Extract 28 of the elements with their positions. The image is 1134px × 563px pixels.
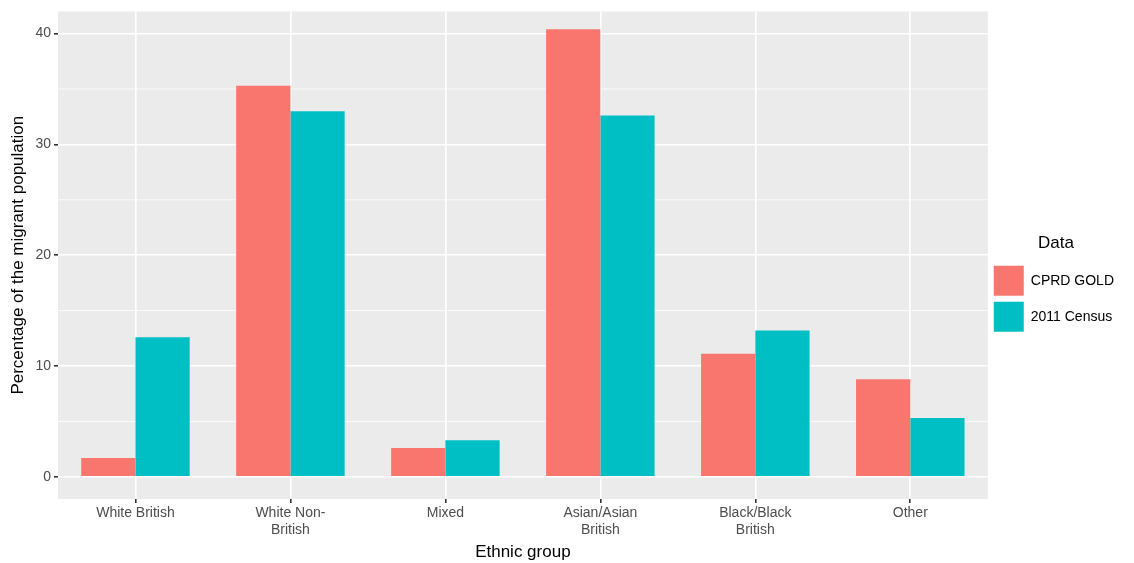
y-tick-label: 30 [35, 135, 52, 152]
x-axis-title: Ethnic group [475, 542, 571, 562]
y-tick-label: 10 [35, 356, 52, 373]
legend-label: 2011 Census [1030, 307, 1113, 324]
bar [856, 379, 911, 477]
bar [755, 330, 810, 477]
bar [701, 353, 756, 477]
bar [910, 418, 965, 477]
y-tick-label: 20 [35, 246, 52, 263]
y-tick-label: 40 [35, 24, 52, 41]
bar [445, 440, 500, 477]
x-tick-label: White British [96, 504, 175, 521]
bar [81, 458, 136, 477]
bar [135, 337, 190, 477]
bar [290, 111, 345, 477]
x-tick-label: Mixed [426, 504, 465, 521]
y-tick-label: 0 [43, 467, 52, 484]
legend-title: Data [1037, 233, 1075, 253]
x-tick-label: Asian/Asian British [563, 504, 638, 538]
x-tick-label: Black/Black British [719, 504, 793, 538]
legend-label: CPRD GOLD [1030, 271, 1114, 288]
x-tick-label: White Non-British [255, 504, 326, 538]
bar [236, 85, 291, 477]
x-tick-label: Other [892, 504, 929, 521]
bar [546, 29, 601, 477]
bar [391, 448, 446, 477]
bar [600, 115, 655, 477]
y-axis-title: Percentage of the migrant population [7, 115, 27, 395]
